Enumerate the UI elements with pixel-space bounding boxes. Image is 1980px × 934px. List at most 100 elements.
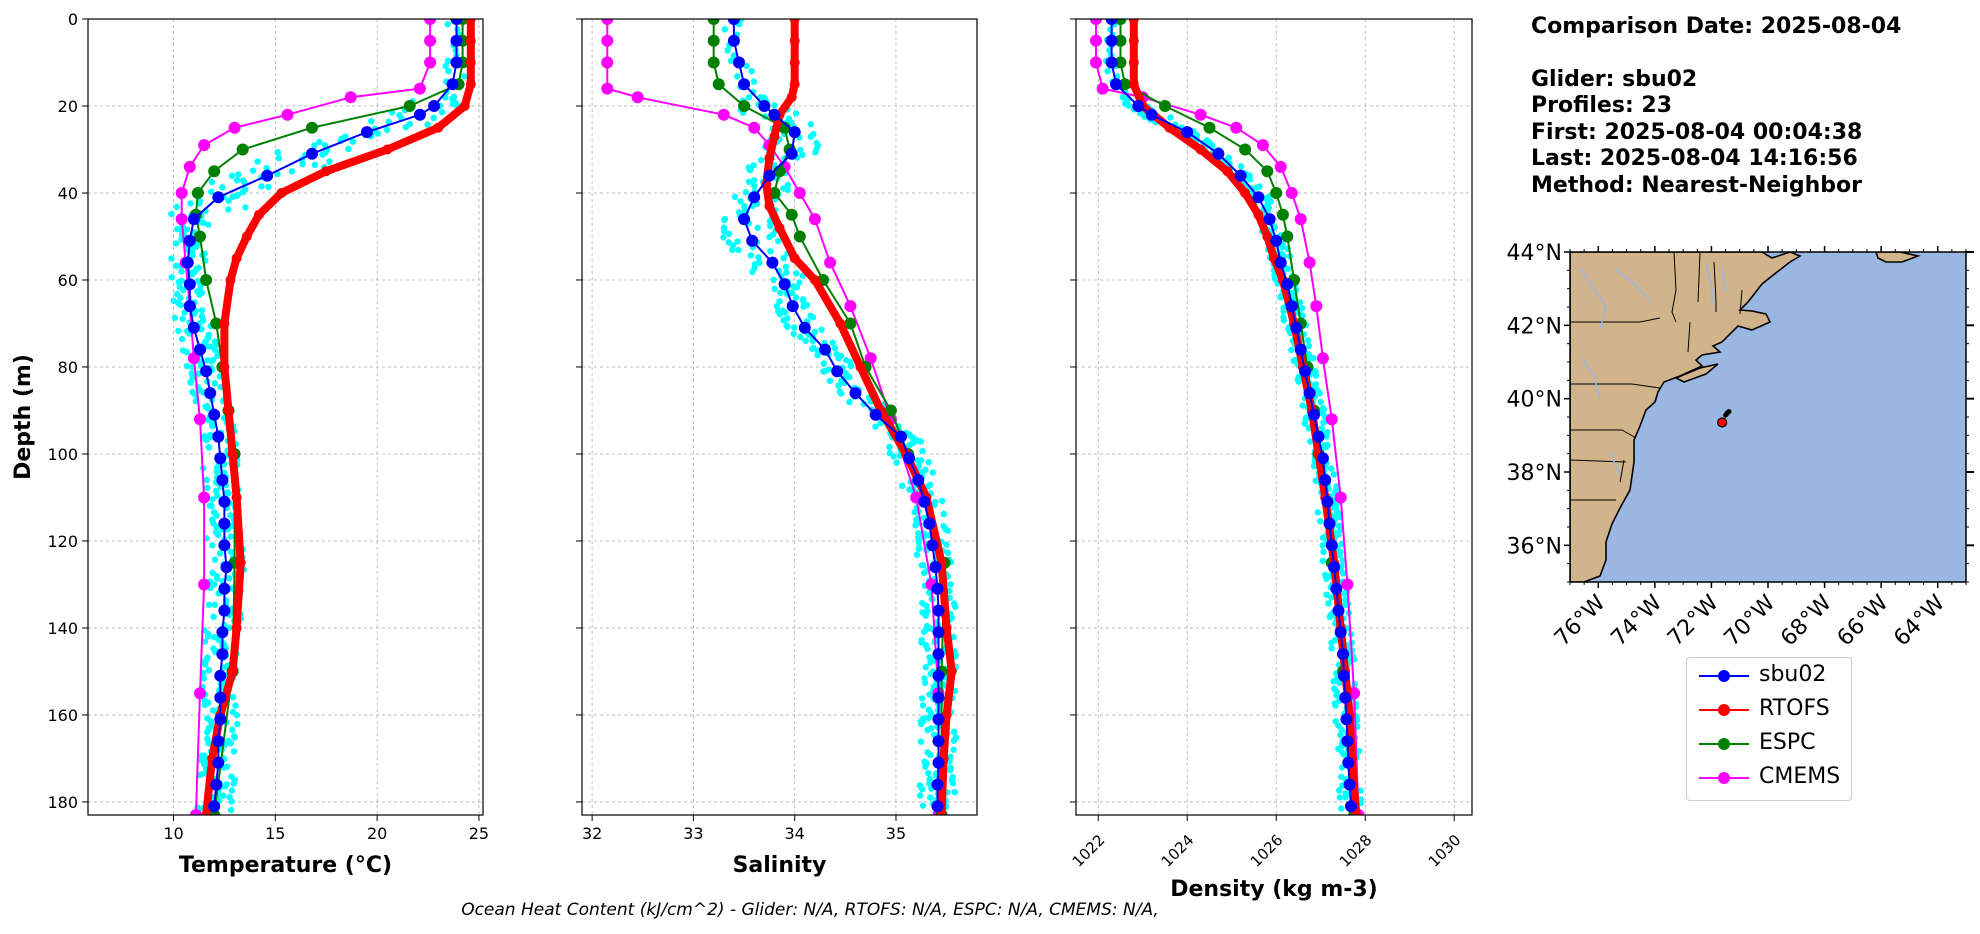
glider-point — [241, 179, 248, 186]
glider-point — [737, 198, 744, 205]
glider-point — [922, 664, 929, 671]
glider-point — [1312, 372, 1320, 379]
point-rtofs — [227, 666, 238, 677]
glider-point — [925, 770, 932, 777]
density-panel: 1022 1024 1026 1028 1030 Density (kg m-3) — [1069, 18, 1473, 902]
point-cmems — [187, 352, 200, 365]
point-espc — [1203, 121, 1216, 134]
point-sbu02 — [768, 108, 781, 121]
glider-point — [1314, 509, 1322, 516]
point-sbu02 — [786, 300, 799, 313]
map-long-island — [1674, 363, 1719, 383]
point-rtofs — [465, 57, 476, 68]
glider-point — [316, 138, 323, 146]
glider-point — [734, 73, 741, 80]
point-rtofs — [235, 557, 246, 568]
glider-point — [204, 405, 211, 412]
y-tick-label: 100 — [47, 445, 78, 464]
point-cmems — [424, 34, 437, 47]
glider-point — [727, 57, 735, 64]
x-tick-label: 32 — [582, 824, 602, 843]
point-rtofs — [809, 275, 820, 285]
glider-point — [228, 798, 235, 805]
glider-point — [790, 330, 797, 338]
glider-point — [944, 549, 952, 556]
glider-point — [219, 184, 226, 191]
point-cmems — [1325, 413, 1338, 426]
glider-point — [299, 160, 306, 168]
point-cmems — [1310, 300, 1323, 313]
point-cmems — [413, 82, 426, 95]
point-rtofs — [761, 179, 772, 190]
glider-point — [1357, 787, 1364, 794]
point-sbu02 — [748, 191, 761, 204]
point-rtofs — [227, 449, 238, 459]
point-espc — [738, 100, 751, 112]
glider-point — [922, 612, 929, 619]
series-sbu02 — [727, 19, 945, 813]
ohc-footer: Ocean Heat Content (kJ/cm^2) - Glider: N… — [461, 900, 1159, 920]
glider-point — [183, 362, 191, 370]
glider-point — [917, 738, 925, 745]
glider-point — [225, 197, 232, 204]
glider-point — [1298, 305, 1306, 312]
legend-label-sbu02: sbu02 — [1759, 662, 1827, 687]
map-rivers — [1579, 263, 1727, 477]
glider-point — [791, 324, 798, 331]
point-sbu02 — [746, 234, 759, 247]
glider-point — [1301, 420, 1309, 427]
point-cmems — [1194, 108, 1207, 121]
glider-point — [950, 633, 957, 641]
point-cmems — [1274, 160, 1287, 173]
series-line-sbu02 — [732, 19, 940, 807]
glider-point — [927, 659, 934, 666]
point-sbu02 — [1274, 256, 1287, 269]
glider-point — [189, 252, 196, 259]
glider-point — [230, 693, 237, 701]
glider-point — [196, 291, 203, 298]
point-cmems — [228, 121, 241, 134]
point-sbu02 — [1110, 78, 1122, 91]
map-states — [1570, 252, 1743, 501]
point-rtofs — [1128, 79, 1139, 90]
glider-point — [886, 443, 893, 451]
point-cmems — [194, 687, 206, 700]
x-tick-label: 33 — [683, 824, 703, 843]
point-sbu02 — [218, 582, 231, 595]
point-cmems — [1090, 56, 1102, 69]
glider-point — [773, 303, 780, 310]
glider-point — [338, 135, 345, 142]
glider-name: Glider: sbu02 — [1531, 66, 1698, 92]
point-sbu02 — [450, 19, 463, 25]
glider-point — [1355, 747, 1363, 755]
point-sbu02 — [214, 691, 227, 704]
point-espc — [1159, 100, 1171, 112]
glider-point — [424, 121, 431, 128]
point-rtofs — [946, 666, 957, 677]
glider-point — [925, 459, 932, 466]
point-rtofs — [241, 231, 252, 242]
glider-point — [915, 530, 922, 537]
glider-point — [743, 62, 750, 70]
glider-point — [311, 161, 319, 168]
glider-point — [228, 172, 236, 179]
glider-point — [203, 436, 210, 444]
map-lat-label: 42°N — [1507, 314, 1562, 339]
glider-point — [915, 539, 922, 546]
glider-point — [227, 548, 234, 555]
point-sbu02 — [849, 387, 862, 400]
map-lon-label: 66°W — [1833, 590, 1894, 651]
glider-point — [349, 138, 357, 145]
glider-point — [213, 468, 221, 475]
glider-point — [221, 664, 228, 671]
glider-point — [750, 162, 757, 169]
point-rtofs — [789, 79, 800, 90]
glider-point — [213, 487, 220, 494]
salinity-panel: 32 33 34 35 Salinity — [576, 18, 978, 878]
glider-point — [750, 78, 758, 85]
point-rtofs — [855, 362, 866, 372]
point-rtofs — [231, 253, 242, 264]
point-cmems — [748, 121, 761, 134]
glider-point — [230, 780, 237, 787]
